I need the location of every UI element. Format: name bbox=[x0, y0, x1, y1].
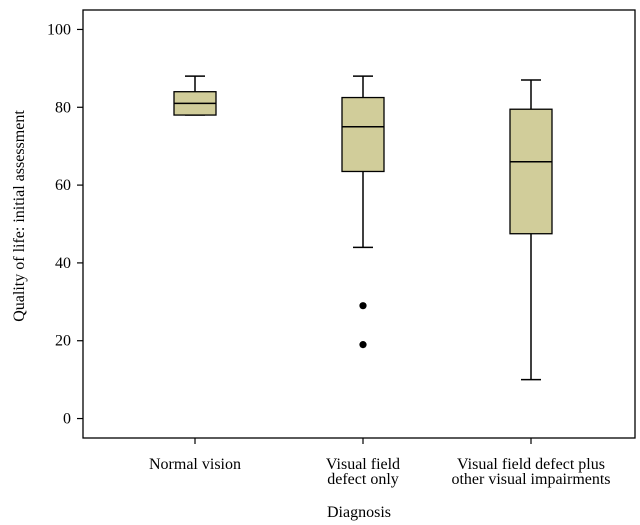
iqr-box bbox=[341, 96, 385, 173]
outlier-point bbox=[359, 341, 367, 349]
box-2 bbox=[341, 75, 385, 349]
x-tick-label: Visual field defect plus other visual imp… bbox=[451, 456, 610, 488]
y-tick-label: 100 bbox=[47, 21, 71, 38]
outlier-point bbox=[359, 302, 367, 310]
y-tick-label: 60 bbox=[55, 177, 71, 194]
y-axis-title: Quality of life: initial assessment bbox=[11, 110, 28, 322]
x-axis: Normal vision Visual field defect only Visu… bbox=[149, 438, 611, 488]
y-tick-label: 0 bbox=[63, 411, 71, 428]
iqr-box bbox=[509, 108, 553, 235]
y-axis: 0 20 40 60 80 100 bbox=[47, 21, 83, 428]
plot-area bbox=[82, 9, 636, 439]
box-series bbox=[173, 75, 553, 381]
x-axis-title: Diagnosis bbox=[327, 504, 391, 521]
y-tick-label: 20 bbox=[55, 333, 71, 350]
x-tick-label: Visual field defect only bbox=[326, 456, 400, 488]
y-tick-label: 80 bbox=[55, 99, 71, 116]
y-tick-label: 40 bbox=[55, 255, 71, 272]
box-1 bbox=[173, 75, 217, 116]
box-3 bbox=[509, 79, 553, 381]
x-tick-label: Normal vision bbox=[149, 456, 241, 473]
plot-border bbox=[82, 9, 636, 439]
